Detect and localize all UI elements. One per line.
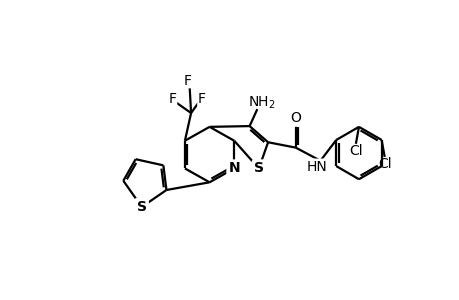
Text: Cl: Cl (348, 144, 362, 158)
Text: F: F (168, 92, 176, 106)
Text: N: N (228, 161, 240, 176)
Text: S: S (253, 161, 263, 176)
Text: Cl: Cl (377, 157, 391, 171)
Text: F: F (184, 74, 191, 88)
Text: F: F (197, 92, 206, 106)
Text: HN: HN (306, 160, 327, 174)
Text: NH$_2$: NH$_2$ (247, 95, 275, 111)
Text: S: S (136, 200, 146, 214)
Text: O: O (290, 111, 301, 125)
